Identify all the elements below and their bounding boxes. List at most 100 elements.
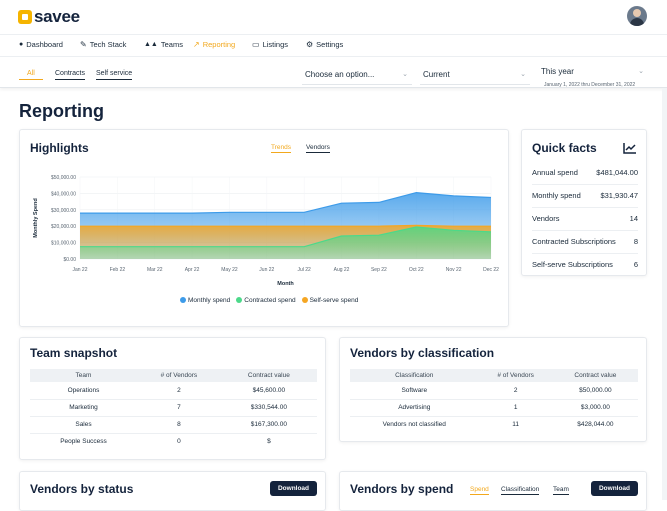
nav-item-teams[interactable]: ▲▲ Teams [144,40,183,49]
y-tick-label: $0.00 [63,257,76,263]
tab-vendors[interactable]: Vendors [306,144,330,153]
monitor-icon: ▭ [252,40,260,49]
quick-fact-row: Vendors 14 [532,214,638,223]
team-snapshot-table: Team # of Vendors Contract value Operati… [30,369,317,450]
category-select[interactable]: Choose an option... ⌄ [302,65,412,85]
x-tick-label: Nov 22 [446,267,462,273]
chevron-down-icon: ⌄ [638,68,644,75]
team-snapshot-title: Team snapshot [30,346,118,360]
column-header: Classification [350,369,479,382]
filter-tab-self-service[interactable]: Self service [96,70,133,80]
nav-item-tech-stack[interactable]: ✎ Tech Stack [80,40,126,49]
page-title: Reporting [19,101,104,121]
tab-spend[interactable]: Spend [470,486,489,495]
vendors-classification-table: Classification # of Vendors Contract val… [350,369,638,433]
quick-facts-card: Quick facts Annual spend $481,044.00 Mont… [521,129,647,276]
x-tick-label: Mar 22 [147,267,163,273]
date-range-select[interactable]: This year ⌄ January 1, 2022 thru Decembe… [538,65,648,88]
x-axis-label: Month [277,281,294,287]
nav-label: Listings [262,40,288,49]
table-row: Advertising 1 $3,000.00 [350,399,638,417]
chevron-down-icon: ⌄ [402,71,408,78]
y-tick-label: $30,000.00 [51,208,76,214]
line-self-serve-spend [80,224,491,227]
highlights-title: Highlights [30,141,89,155]
column-header: Team [30,369,137,382]
select-value: Choose an option... [305,70,375,79]
tab-classification[interactable]: Classification [501,486,540,495]
table-row: Vendors not classified 11 $428,044.00 [382,421,614,429]
nav-label: Reporting [202,40,236,49]
nav-label: Settings [316,40,344,49]
quick-facts-title: Quick facts [532,141,597,155]
column-header: # of Vendors [137,369,221,382]
chart-icon: ↗ [193,40,200,49]
vendors-classification-title: Vendors by classification [350,346,495,360]
gears-icon: ⚙ [306,40,314,49]
x-tick-label: Feb 22 [110,267,126,273]
column-header: Contract value [552,369,638,382]
table-row: Sales 8 $167,300.00 [30,416,317,434]
line-contracted-spend [80,226,492,248]
quick-fact-row: Monthly spend $31,930.47 [532,191,638,200]
y-tick-label: $10,000.00 [51,241,76,247]
nav-label: Dashboard [26,40,63,49]
nav-item-reporting[interactable]: ↗ Reporting [193,40,235,49]
line-monthly-spend [80,191,492,214]
y-tick-label: $50,000.00 [51,175,76,181]
trend-chart-icon [623,143,636,154]
legend-item-self-serve[interactable]: Self-serve spend [301,297,358,304]
vendors-classification-card: Vendors by classification Classification… [339,337,647,442]
nav-item-listings[interactable]: ▭ Listings [252,40,288,49]
chart-legend: Monthly spend Contracted spend Self-serv… [180,297,358,304]
legend-item-contracted[interactable]: Contracted spend [236,297,296,304]
vendors-spend-title: Vendors by spend [350,482,454,496]
x-tick-label: Dec 22 [483,267,499,273]
select-value: This year [541,67,574,76]
quick-fact-row: Annual spend $481,044.00 [532,168,638,177]
download-button[interactable]: Download [270,481,317,496]
table-row: Software 2 $50,000.00 [350,382,638,400]
nav-label: Tech Stack [89,40,127,49]
scrollbar[interactable] [662,88,667,500]
top-bar: savee [0,0,667,34]
table-row: Operations 2 $45,600.00 [30,382,317,400]
chevron-down-icon: ⌄ [520,71,526,78]
x-tick-label: Jan 22 [72,267,87,273]
nav-label: Teams [160,40,183,49]
nav-item-dashboard[interactable]: ● Dashboard [19,40,63,49]
y-tick-label: $40,000.00 [51,191,76,197]
vendors-status-card: Vendors by status Download [19,471,326,511]
table-row: People Success 0 $ [60,438,271,446]
logo-mark-icon [18,10,32,24]
download-button[interactable]: Download [591,481,638,496]
filter-bar: All Contracts Self service Choose an opt… [0,56,667,88]
nav-item-settings[interactable]: ⚙ Settings [306,40,343,49]
users-icon: ▲▲ [144,41,158,48]
period-select[interactable]: Current ⌄ [420,65,530,85]
team-snapshot-card: Team snapshot Team # of Vendors Contract… [19,337,326,460]
vendors-spend-card: Vendors by spend Spend Classification Te… [339,471,647,511]
table-row: Marketing 7 $330,544.00 [30,399,317,417]
highlights-card: Highlights Trends Vendors $0.00 $10,000.0… [19,129,509,327]
filter-tab-contracts[interactable]: Contracts [55,70,85,80]
tab-team[interactable]: Team [553,486,569,495]
vendors-status-title: Vendors by status [30,482,134,496]
brand-logo[interactable]: savee [18,7,80,27]
x-tick-label: Oct 22 [409,267,424,273]
quick-fact-row: Contracted Subscriptions 8 [532,237,638,246]
column-header: # of Vendors [478,369,553,382]
tab-trends[interactable]: Trends [271,144,291,153]
user-avatar[interactable] [627,6,647,26]
x-tick-label: Jun 22 [259,267,274,273]
date-range-subtitle: January 1, 2022 thru December 31, 2022 [544,82,636,88]
y-tick-label: $20,000.00 [51,224,76,230]
filter-tab-all[interactable]: All [19,70,43,80]
x-tick-label: Sep 22 [371,267,387,273]
x-tick-label: Apr 22 [185,267,200,273]
x-tick-label: Jul 22 [298,267,312,273]
x-tick-label: May 22 [221,267,238,273]
legend-item-monthly[interactable]: Monthly spend [180,297,230,304]
brand-name: savee [34,7,80,26]
select-value: Current [423,70,450,79]
